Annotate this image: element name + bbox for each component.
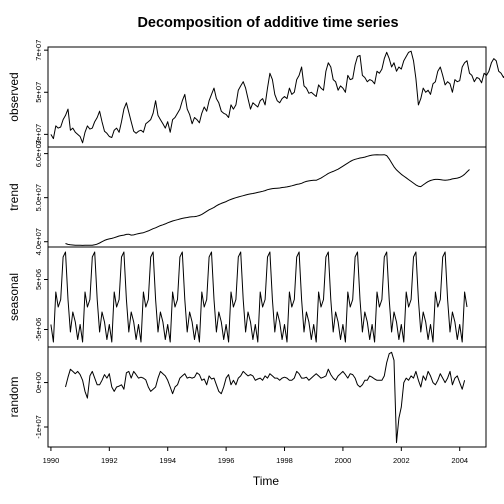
panel-random: -1e+07 0e+00 random: [7, 346, 487, 448]
series-trend-line: [65, 154, 470, 246]
y-tick-label: -1e+07: [34, 415, 43, 439]
panel-trend-label: trend: [7, 183, 21, 210]
series-random-line: [65, 351, 466, 444]
y-tick-label: 7e+07: [34, 40, 43, 61]
x-tick-label: 1998: [276, 456, 293, 465]
y-tick-label: 3e+07: [34, 124, 43, 145]
x-tick-label: 1990: [43, 456, 60, 465]
panel-random-label: random: [7, 377, 21, 418]
x-tick-label: 1994: [159, 456, 176, 465]
panel-trend: 4.0e+07 5.0e+07 6.0e+07 trend: [7, 140, 487, 255]
panel-seasonal: -5e+06 5e+06 seasonal: [7, 246, 487, 348]
x-tick-label: 1996: [218, 456, 235, 465]
x-tick-label: 2002: [393, 456, 410, 465]
y-tick-label: 5e+07: [34, 82, 43, 103]
chart-title: Decomposition of additive time series: [137, 15, 398, 31]
panel-trend-frame: [47, 146, 487, 248]
panel-random-frame: [47, 346, 487, 448]
x-axis: 1990 1992 1994 1996 1998 2000 2002 2004: [43, 447, 468, 465]
panel-observed: 3e+07 5e+07 7e+07 observed: [7, 40, 504, 148]
y-tick-label: 5.0e+07: [34, 184, 43, 211]
panels: 3e+07 5e+07 7e+07 observed 4.0e+07 5.0e+07 6.0…: [7, 40, 504, 448]
x-tick-label: 1992: [101, 456, 118, 465]
x-axis-label: Time: [253, 474, 280, 488]
y-tick-label: 5e+06: [34, 269, 43, 290]
x-tick-label: 2004: [451, 456, 468, 465]
y-tick-label: 0e+00: [34, 372, 43, 393]
panel-seasonal-label: seasonal: [7, 273, 21, 321]
y-tick-label: 6.0e+07: [34, 140, 43, 167]
x-tick-label: 2000: [335, 456, 352, 465]
series-seasonal-line: [50, 251, 468, 343]
panel-observed-label: observed: [7, 72, 21, 121]
y-tick-label: -5e+06: [34, 318, 43, 342]
series-observed-line: [50, 50, 504, 144]
y-tick-label: 4.0e+07: [34, 228, 43, 255]
